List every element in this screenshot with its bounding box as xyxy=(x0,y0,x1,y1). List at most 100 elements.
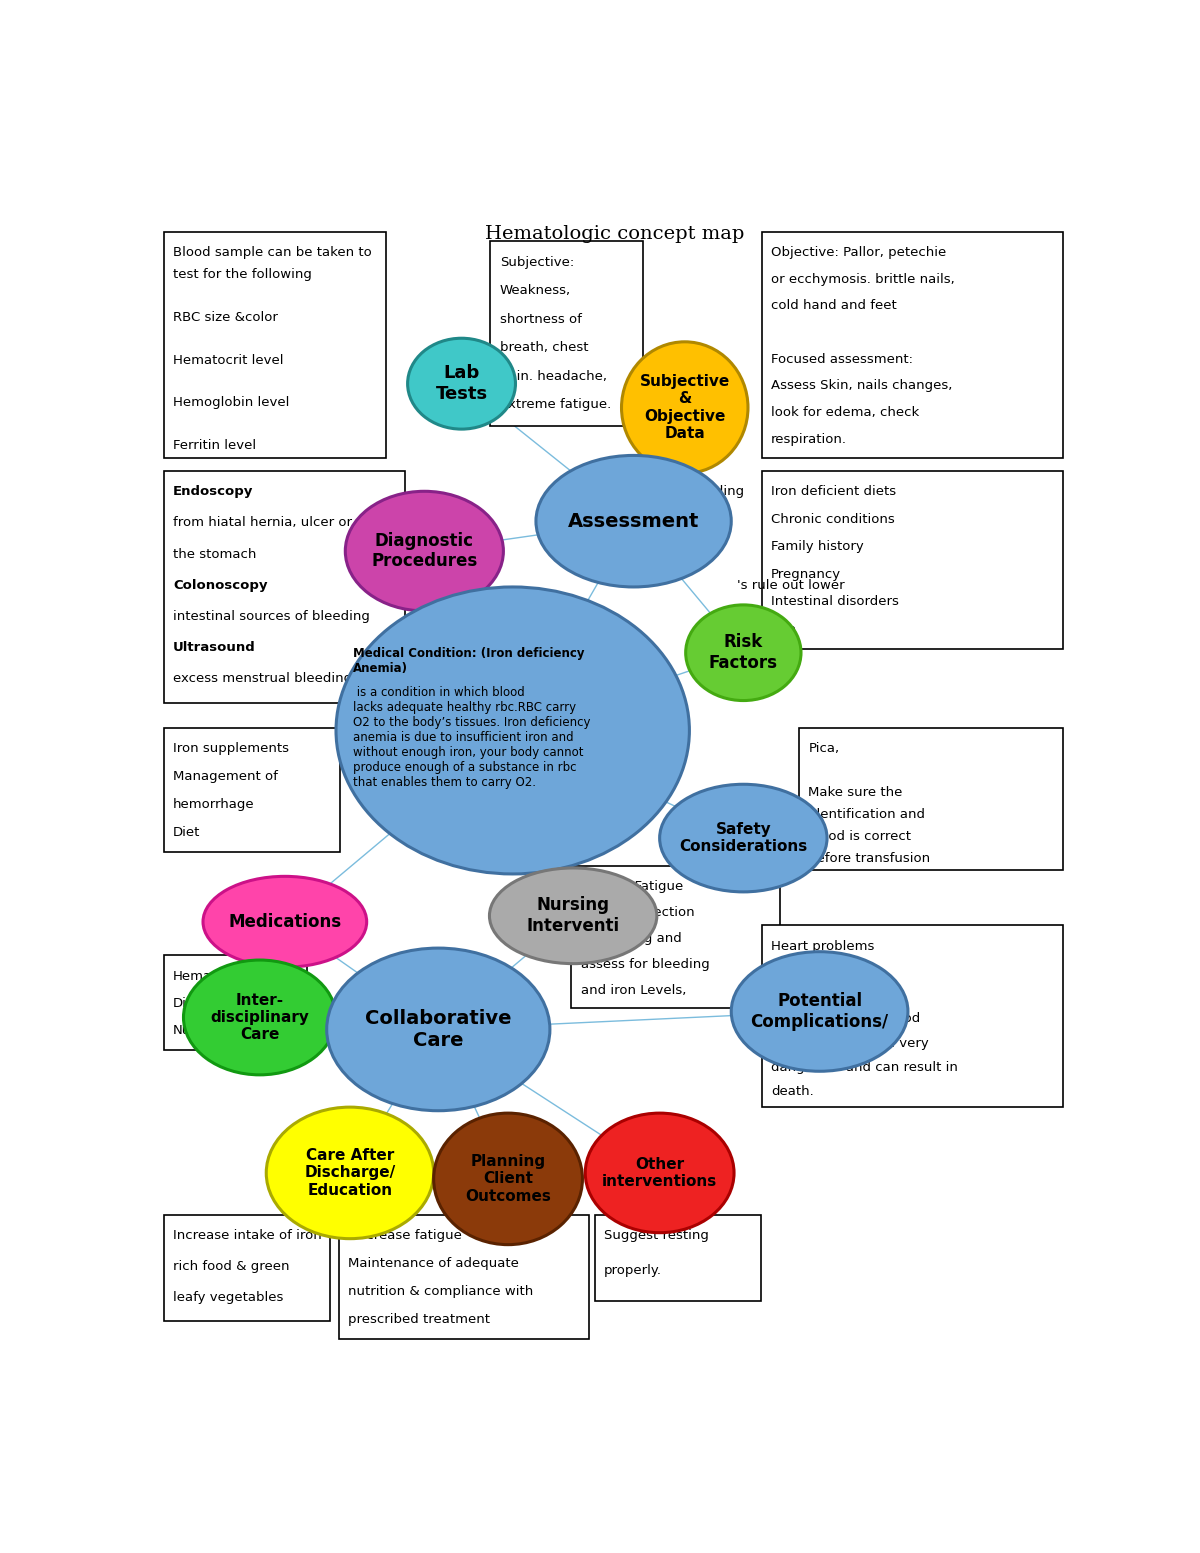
Text: Iron deficient diets: Iron deficient diets xyxy=(772,485,896,499)
Text: test for the following: test for the following xyxy=(173,267,312,281)
Text: extreme fatigue.: extreme fatigue. xyxy=(499,398,611,412)
Text: Maintenance of adequate: Maintenance of adequate xyxy=(348,1256,518,1270)
Text: Make sure the: Make sure the xyxy=(809,786,902,800)
Text: Inter-
disciplinary
Care: Inter- disciplinary Care xyxy=(210,992,310,1042)
Text: : check bleeding: : check bleeding xyxy=(635,485,744,499)
Text: before transfusion: before transfusion xyxy=(809,851,930,865)
Ellipse shape xyxy=(203,876,367,968)
Text: Pica,: Pica, xyxy=(809,742,840,755)
Text: identification and: identification and xyxy=(809,808,925,822)
Text: Management of: Management of xyxy=(173,770,278,783)
Text: Care After
Discharge/
Education: Care After Discharge/ Education xyxy=(305,1148,396,1197)
Text: Intestinal disorders: Intestinal disorders xyxy=(772,595,899,609)
FancyBboxPatch shape xyxy=(164,1214,330,1322)
Text: respiration.: respiration. xyxy=(772,433,847,446)
Text: Nutritionist: Nutritionist xyxy=(173,1023,247,1037)
Text: assess for bleeding: assess for bleeding xyxy=(581,958,709,971)
Text: Heart problems: Heart problems xyxy=(772,940,875,952)
FancyBboxPatch shape xyxy=(164,471,404,704)
Ellipse shape xyxy=(336,587,690,874)
Text: shortness of: shortness of xyxy=(499,312,582,326)
Text: Endoscopy: Endoscopy xyxy=(173,485,253,499)
Text: look for edema, check: look for edema, check xyxy=(772,405,919,419)
Text: blood is correct: blood is correct xyxy=(809,829,912,843)
Text: Monitoring and: Monitoring and xyxy=(581,932,682,944)
Ellipse shape xyxy=(346,491,504,610)
Text: Diet: Diet xyxy=(173,826,200,839)
Text: cold hand and feet: cold hand and feet xyxy=(772,300,896,312)
FancyBboxPatch shape xyxy=(762,926,1063,1107)
Text: : for women with: : for women with xyxy=(685,641,798,654)
FancyBboxPatch shape xyxy=(594,1214,761,1301)
Ellipse shape xyxy=(685,604,802,700)
FancyBboxPatch shape xyxy=(338,1214,589,1339)
Text: Weakness,: Weakness, xyxy=(499,284,571,297)
Text: from hiatal hernia, ulcer or: from hiatal hernia, ulcer or xyxy=(173,517,353,530)
Text: death.: death. xyxy=(772,1086,814,1098)
Text: Ultrasound: Ultrasound xyxy=(173,641,256,654)
Ellipse shape xyxy=(408,339,516,429)
Text: pain. headache,: pain. headache, xyxy=(499,370,607,382)
Text: Increase intake of iron: Increase intake of iron xyxy=(173,1228,322,1242)
Text: properly.: properly. xyxy=(604,1264,662,1278)
Text: excess menstrual bleeding: excess menstrual bleeding xyxy=(173,672,353,685)
Ellipse shape xyxy=(731,952,908,1072)
Text: breath, chest: breath, chest xyxy=(499,342,588,354)
FancyBboxPatch shape xyxy=(491,241,643,426)
Text: Safety
Considerations: Safety Considerations xyxy=(679,822,808,854)
Text: Blood sample can be taken to: Blood sample can be taken to xyxy=(173,245,372,259)
FancyBboxPatch shape xyxy=(762,471,1063,649)
Text: Age: Age xyxy=(772,623,797,635)
Text: Planning
Client
Outcomes: Planning Client Outcomes xyxy=(466,1154,551,1204)
Text: Decrease fatigue: Decrease fatigue xyxy=(348,1228,462,1242)
Text: Potential
Complications/: Potential Complications/ xyxy=(750,992,889,1031)
Text: Death: incorrect blood: Death: incorrect blood xyxy=(772,1013,920,1025)
Text: Assess Skin, nails changes,: Assess Skin, nails changes, xyxy=(772,379,953,393)
Text: and iron Levels,: and iron Levels, xyxy=(581,983,686,997)
Text: RBC size &color: RBC size &color xyxy=(173,311,278,323)
Text: Diagnostic
Procedures: Diagnostic Procedures xyxy=(371,531,478,570)
Ellipse shape xyxy=(433,1114,582,1244)
Ellipse shape xyxy=(266,1107,433,1239)
Text: hemorrhage: hemorrhage xyxy=(173,798,254,811)
Text: intestinal sources of bleeding: intestinal sources of bleeding xyxy=(173,610,370,623)
Ellipse shape xyxy=(184,960,336,1075)
Text: Other
interventions: Other interventions xyxy=(602,1157,718,1190)
Ellipse shape xyxy=(326,947,550,1110)
Text: dangerous and can result in: dangerous and can result in xyxy=(772,1061,958,1075)
Text: leafy vegetables: leafy vegetables xyxy=(173,1291,283,1303)
Text: Reduce Fatigue: Reduce Fatigue xyxy=(581,881,683,893)
Text: Hemoglobin level: Hemoglobin level xyxy=(173,396,289,410)
Text: (Arrythmia): (Arrythmia) xyxy=(772,964,847,977)
Text: Risk
Factors: Risk Factors xyxy=(709,634,778,672)
Text: Objective: Pallor, petechie: Objective: Pallor, petechie xyxy=(772,245,947,259)
FancyBboxPatch shape xyxy=(164,955,307,1050)
Text: the stomach: the stomach xyxy=(173,548,257,561)
Text: Nursing
Interventi: Nursing Interventi xyxy=(527,896,619,935)
Text: Ferritin level: Ferritin level xyxy=(173,439,257,452)
Text: transfusion can be very: transfusion can be very xyxy=(772,1037,929,1050)
Text: Hematologist: Hematologist xyxy=(173,969,262,983)
Text: Lab
Tests: Lab Tests xyxy=(436,365,487,404)
Text: Iron supplements: Iron supplements xyxy=(173,742,289,755)
Text: Assessment: Assessment xyxy=(568,511,700,531)
Text: rich food & green: rich food & green xyxy=(173,1259,289,1273)
Ellipse shape xyxy=(490,868,656,963)
Ellipse shape xyxy=(586,1114,734,1233)
Text: is a condition in which blood
lacks adequate healthy rbc.RBC carry
O2 to the bod: is a condition in which blood lacks adeq… xyxy=(353,686,590,789)
Text: Medications: Medications xyxy=(228,913,342,930)
FancyBboxPatch shape xyxy=(762,231,1063,458)
Text: Severe Fatigue: Severe Fatigue xyxy=(772,988,870,1002)
FancyBboxPatch shape xyxy=(164,231,386,458)
Text: Family history: Family history xyxy=(772,540,864,553)
Text: Colonoscopy: Colonoscopy xyxy=(173,579,268,592)
Ellipse shape xyxy=(536,455,731,587)
Text: Focused assessment:: Focused assessment: xyxy=(772,353,913,367)
Text: nutrition & compliance with: nutrition & compliance with xyxy=(348,1284,533,1298)
Text: Suggest resting: Suggest resting xyxy=(604,1228,709,1242)
Text: prescribed treatment: prescribed treatment xyxy=(348,1312,490,1326)
Text: Chronic conditions: Chronic conditions xyxy=(772,512,895,526)
Text: Pregnancy: Pregnancy xyxy=(772,568,841,581)
Text: Collaborative
Care: Collaborative Care xyxy=(365,1009,511,1050)
Text: Prevent infection: Prevent infection xyxy=(581,905,695,919)
